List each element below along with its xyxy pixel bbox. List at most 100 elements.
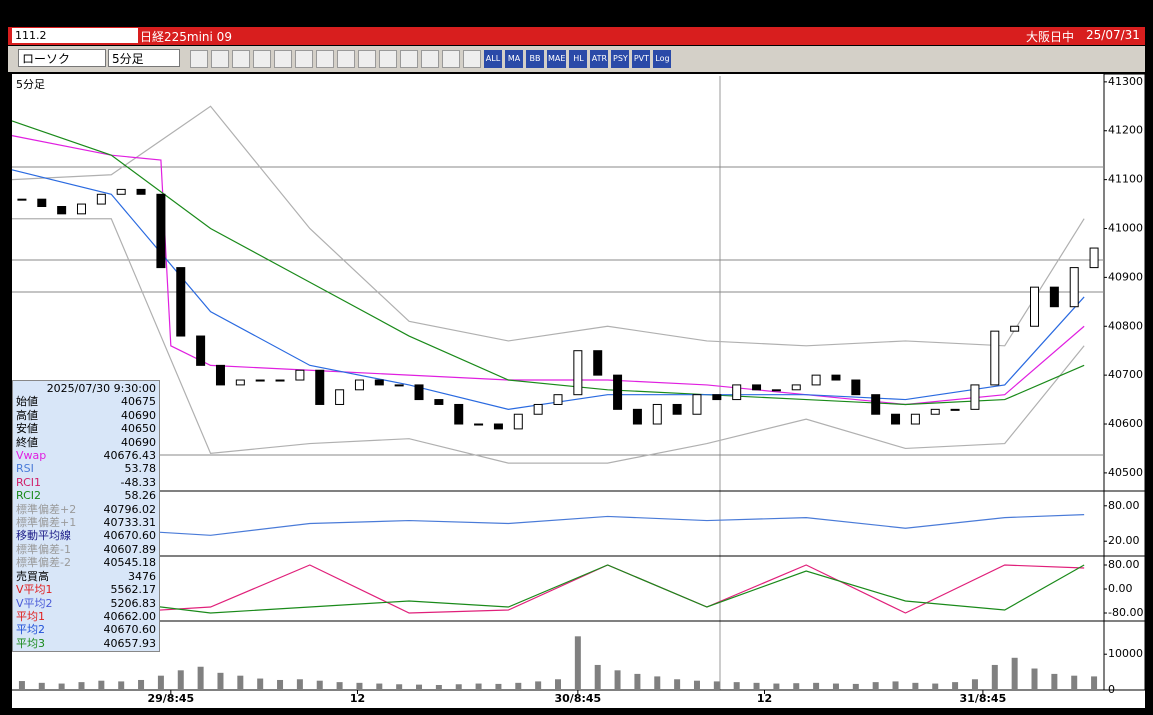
volume-bar [1011,657,1018,690]
tool-icon[interactable] [379,50,397,68]
tool-icon[interactable] [274,50,292,68]
candle [811,374,821,386]
volume-bar [614,670,621,690]
info-value: 5562.17 [110,583,157,597]
symbol-input[interactable]: 111.2 [12,28,138,43]
x-tick-label: 30/8:45 [555,692,602,705]
volume-bar [594,664,601,690]
info-row: Vwap 40676.43 [16,449,156,462]
y-tick-label: -80.00 [1108,606,1143,619]
tool-button[interactable]: BB [526,50,544,68]
volume-bar [1031,668,1038,690]
info-row: 始値 40675 [16,395,156,408]
tool-icon[interactable] [190,50,208,68]
tool-icon[interactable] [253,50,271,68]
candle [791,384,801,391]
x-tick-label: 29/8:45 [147,692,194,705]
tool-icon[interactable] [337,50,355,68]
tool-icon[interactable] [316,50,334,68]
info-value: 40607.89 [103,542,157,556]
candle [57,206,67,215]
tool-button[interactable]: MAE [547,50,567,68]
candle [454,403,464,425]
tool-icon[interactable] [295,50,313,68]
info-value: 40675 [121,395,156,409]
candle [871,394,881,415]
volume-bar [574,636,581,690]
candle [275,379,285,382]
volume-bar [555,679,561,690]
tool-button[interactable]: HL [569,50,588,68]
volume-bar [932,683,939,690]
volume-bar [455,684,462,690]
candle [632,408,642,425]
candle [593,350,603,376]
info-row: 標準偏差-1 40607.89 [16,543,156,556]
candle [434,399,444,405]
info-row: 安値 40650 [16,422,156,435]
info-value: 58.26 [124,489,157,503]
tool-button[interactable]: PSY [611,50,630,68]
info-label: V平均1 [16,583,53,597]
volume-bar [654,676,661,690]
volume-bar [495,683,502,690]
volume-bar [197,666,204,690]
volume-bar [733,682,740,690]
info-row: RCI2 58.26 [16,489,156,502]
volume-bar [852,683,859,690]
tool-icon[interactable] [211,50,229,68]
timeframe-select[interactable]: 5分足 [108,49,180,67]
tool-button[interactable]: ATR [590,50,609,68]
y-tick-label: 80.00 [1108,499,1140,512]
chart-type-select[interactable]: ローソク [18,49,106,67]
candle [335,389,345,405]
volume-bar [892,681,899,690]
axis-bg [1103,73,1146,691]
tool-icon[interactable] [421,50,439,68]
indicator-line [11,120,1085,406]
info-row: 平均1 40662.00 [16,610,156,623]
volume-bar [634,673,641,690]
volume-bar [217,672,224,690]
tool-icon[interactable] [358,50,376,68]
info-value: 40676.43 [103,449,157,463]
info-value: 40670.60 [103,529,157,543]
info-value: 40690 [121,408,156,422]
info-value: 40662.00 [103,609,157,623]
y-tick-label: 40700 [1108,368,1143,381]
indicator-line [11,564,1085,614]
info-panel: 2025/07/30 9:30:00 始値 40675 高値 40690 安値 40650… [12,380,160,652]
volume-bar [753,682,760,690]
candle [1049,286,1059,308]
tool-icon[interactable] [442,50,460,68]
candle [493,423,503,430]
volume-bar [991,664,998,690]
session: 大阪日中 [1026,30,1075,44]
tool-icon[interactable] [232,50,250,68]
candle [116,188,126,195]
volume-bar [277,679,284,690]
candle [394,384,404,387]
candle [891,413,901,425]
info-label: 売買高 [16,569,49,583]
tool-button[interactable]: PVT [632,50,651,68]
volume-bar [98,680,105,690]
info-row: 売買高 3476 [16,570,156,583]
tool-button[interactable]: Log [653,50,672,68]
info-label: 標準偏差+1 [16,516,77,530]
candle [652,403,662,425]
candle [553,394,563,405]
volume-bar [693,680,700,690]
info-row: 終値 40690 [16,436,156,449]
tool-button[interactable]: MA [505,50,523,68]
tool-icon[interactable] [400,50,418,68]
y-tick-label: 40600 [1108,417,1143,430]
candle [354,379,364,391]
info-label: 終値 [16,435,38,449]
tool-button[interactable]: ALL [484,50,502,68]
info-value: 5206.83 [110,596,157,610]
volume-bar [78,682,85,690]
candle [215,364,225,386]
tool-icon[interactable] [463,50,481,68]
